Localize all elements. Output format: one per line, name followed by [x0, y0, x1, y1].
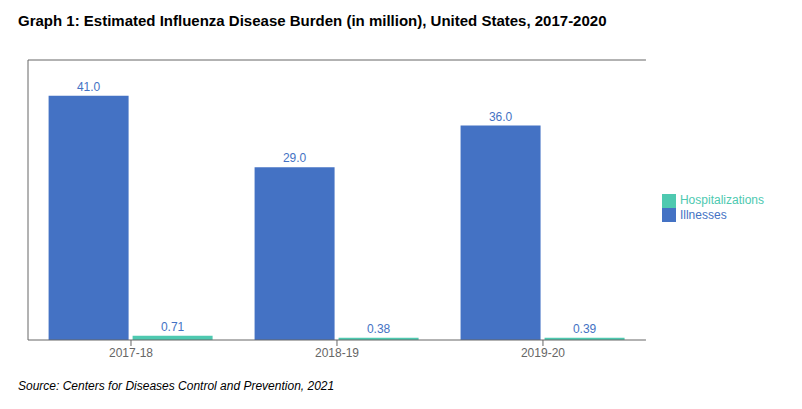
svg-text:36.0: 36.0	[489, 110, 513, 124]
svg-text:2018-19: 2018-19	[315, 346, 359, 360]
svg-text:29.0: 29.0	[283, 151, 307, 165]
svg-text:2017-18: 2017-18	[109, 346, 153, 360]
svg-text:2019-20: 2019-20	[521, 346, 565, 360]
svg-text:0.38: 0.38	[367, 322, 391, 336]
html-text:Hospitalizations: Hospitalizations	[680, 192, 764, 207]
svg-text:0.39: 0.39	[573, 322, 597, 336]
svg-text:0.71: 0.71	[161, 320, 185, 334]
html-text:Illnesses: Illnesses	[680, 207, 727, 222]
html-text:Source: Centers for Diseases C: Source: Centers for Diseases Control and…	[18, 379, 335, 393]
svg-text:41.0: 41.0	[77, 80, 101, 94]
html-text:Graph 1: Estimated Influenza D: Graph 1: Estimated Influenza Disease Bur…	[18, 12, 607, 29]
